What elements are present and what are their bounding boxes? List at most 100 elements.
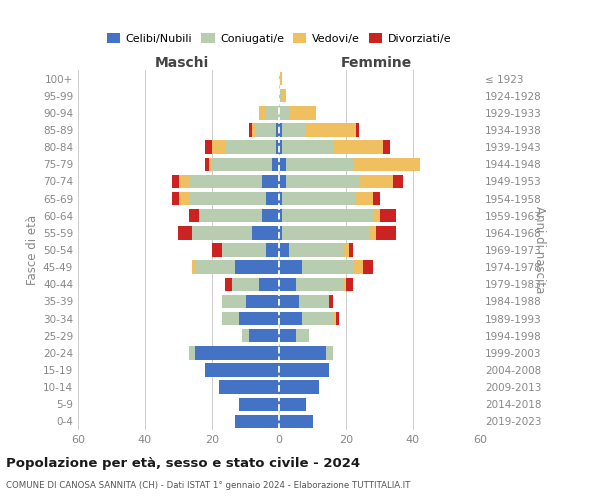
Bar [383, 140, 389, 154]
Bar [279, 364, 329, 376]
Bar [283, 140, 332, 154]
Bar [188, 209, 199, 222]
Bar [296, 278, 343, 291]
Bar [256, 124, 275, 136]
Bar [302, 312, 332, 326]
Bar [279, 346, 326, 360]
Bar [195, 346, 279, 360]
Bar [349, 244, 353, 256]
Bar [218, 380, 279, 394]
Bar [279, 244, 289, 256]
Bar [235, 414, 279, 428]
Bar [242, 329, 249, 342]
Bar [279, 106, 289, 120]
Bar [363, 260, 373, 274]
Bar [283, 124, 306, 136]
Bar [272, 158, 279, 171]
Bar [259, 278, 279, 291]
Bar [192, 260, 195, 274]
Bar [302, 260, 353, 274]
Bar [172, 174, 179, 188]
Y-axis label: Anni di nascita: Anni di nascita [533, 206, 546, 294]
Bar [249, 124, 252, 136]
Bar [188, 346, 195, 360]
Bar [279, 140, 283, 154]
Bar [332, 312, 336, 326]
Legend: Celibi/Nubili, Coniugati/e, Vedovi/e, Divorziati/e: Celibi/Nubili, Coniugati/e, Vedovi/e, Di… [103, 29, 455, 48]
Bar [275, 140, 279, 154]
Bar [359, 174, 393, 188]
Bar [370, 226, 376, 239]
Bar [283, 209, 373, 222]
Bar [252, 124, 256, 136]
Bar [179, 174, 188, 188]
Bar [299, 294, 329, 308]
Bar [195, 260, 235, 274]
Bar [192, 226, 252, 239]
Bar [283, 89, 286, 102]
Bar [279, 414, 313, 428]
Bar [239, 312, 279, 326]
Bar [249, 329, 279, 342]
Bar [205, 158, 209, 171]
Bar [353, 158, 420, 171]
Bar [226, 278, 232, 291]
Bar [332, 140, 383, 154]
Bar [279, 158, 286, 171]
Bar [245, 294, 279, 308]
Bar [212, 158, 272, 171]
Bar [289, 106, 316, 120]
Bar [380, 209, 396, 222]
Bar [353, 260, 363, 274]
Bar [266, 192, 279, 205]
Bar [279, 380, 319, 394]
Bar [188, 192, 266, 205]
Bar [356, 124, 359, 136]
Y-axis label: Fasce di età: Fasce di età [26, 215, 39, 285]
Bar [279, 72, 283, 86]
Bar [289, 244, 343, 256]
Bar [222, 244, 266, 256]
Bar [209, 158, 212, 171]
Bar [252, 226, 279, 239]
Bar [279, 294, 299, 308]
Bar [329, 294, 332, 308]
Bar [283, 192, 356, 205]
Bar [275, 124, 279, 136]
Bar [279, 329, 296, 342]
Bar [283, 226, 370, 239]
Bar [306, 124, 356, 136]
Bar [222, 294, 245, 308]
Bar [356, 192, 373, 205]
Bar [279, 226, 283, 239]
Bar [179, 226, 192, 239]
Bar [222, 312, 239, 326]
Bar [172, 192, 179, 205]
Bar [262, 174, 279, 188]
Bar [179, 192, 188, 205]
Bar [279, 260, 302, 274]
Text: COMUNE DI CANOSA SANNITA (CH) - Dati ISTAT 1° gennaio 2024 - Elaborazione TUTTIT: COMUNE DI CANOSA SANNITA (CH) - Dati IST… [6, 481, 410, 490]
Bar [373, 192, 380, 205]
Bar [326, 346, 332, 360]
Bar [232, 278, 259, 291]
Bar [393, 174, 403, 188]
Bar [266, 244, 279, 256]
Bar [226, 140, 275, 154]
Bar [279, 312, 302, 326]
Bar [279, 174, 286, 188]
Text: Maschi: Maschi [155, 56, 209, 70]
Bar [239, 398, 279, 411]
Bar [346, 278, 353, 291]
Bar [343, 244, 349, 256]
Bar [336, 312, 340, 326]
Bar [279, 124, 283, 136]
Bar [286, 158, 353, 171]
Bar [373, 209, 380, 222]
Bar [188, 174, 262, 188]
Bar [262, 209, 279, 222]
Bar [343, 278, 346, 291]
Bar [279, 278, 296, 291]
Bar [212, 140, 226, 154]
Bar [259, 106, 266, 120]
